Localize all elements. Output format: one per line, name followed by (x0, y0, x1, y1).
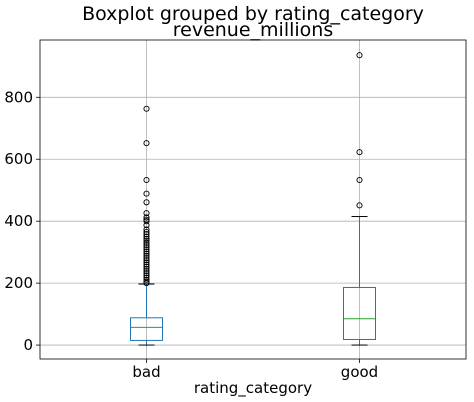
outlier-point (356, 202, 363, 209)
outlier-point (143, 272, 150, 279)
iqr-box (343, 286, 376, 340)
outlier-point (143, 261, 150, 268)
outlier-point (143, 276, 150, 283)
box-layer (130, 52, 376, 346)
outlier-point (143, 105, 150, 112)
outlier-point (143, 257, 150, 264)
grid-lines (40, 40, 466, 359)
outlier-point (356, 176, 363, 184)
outlier-point (143, 270, 150, 277)
outlier-point (143, 214, 150, 221)
y-tick-label: 200 (4, 274, 33, 292)
outlier-point (143, 237, 150, 244)
outlier-point (143, 254, 150, 262)
outlier-point (143, 210, 150, 217)
outlier-point (356, 149, 363, 156)
outlier-point (143, 263, 150, 270)
outlier-point (143, 241, 150, 249)
x-tick-label-good: good (341, 363, 378, 381)
outlier-point (143, 239, 150, 246)
y-tick-label: 800 (4, 88, 33, 106)
outlier-point (143, 228, 150, 236)
x-axis-label: rating_category (194, 379, 312, 398)
iqr-box (130, 317, 163, 341)
outlier-point (143, 235, 150, 242)
outlier-point (143, 267, 150, 275)
x-axis-ticks: bad good (132, 359, 378, 381)
y-tick-label: 400 (4, 212, 33, 230)
outlier-point (356, 52, 363, 59)
outlier-point (143, 190, 150, 197)
outlier-point (143, 140, 150, 147)
outlier-point (143, 244, 150, 251)
box-group-bad (130, 105, 163, 346)
outlier-point (143, 246, 150, 253)
chart-subtitle: revenue_millions (173, 19, 333, 41)
outlier-point (143, 233, 150, 240)
outlier-point (143, 226, 150, 233)
outlier-point (143, 199, 150, 206)
outlier-point (143, 265, 150, 272)
outlier-point (143, 252, 150, 259)
outlier-point (143, 259, 150, 266)
outlier-point (143, 248, 150, 255)
chart-title: Boxplot grouped by rating_category (82, 3, 424, 25)
plot-frame (39, 39, 467, 360)
y-tick-label: 600 (4, 150, 33, 168)
box-group-good (343, 52, 376, 346)
outlier-point (143, 231, 150, 238)
outlier-point (143, 250, 150, 257)
outlier-point (143, 222, 150, 229)
outlier-point (143, 176, 150, 184)
y-tick-label: 0 (23, 336, 33, 354)
x-tick-label-bad: bad (132, 363, 160, 381)
outlier-point (143, 218, 150, 225)
outlier-point (143, 280, 150, 287)
y-axis-ticks: 0 200 400 600 800 (4, 88, 40, 354)
